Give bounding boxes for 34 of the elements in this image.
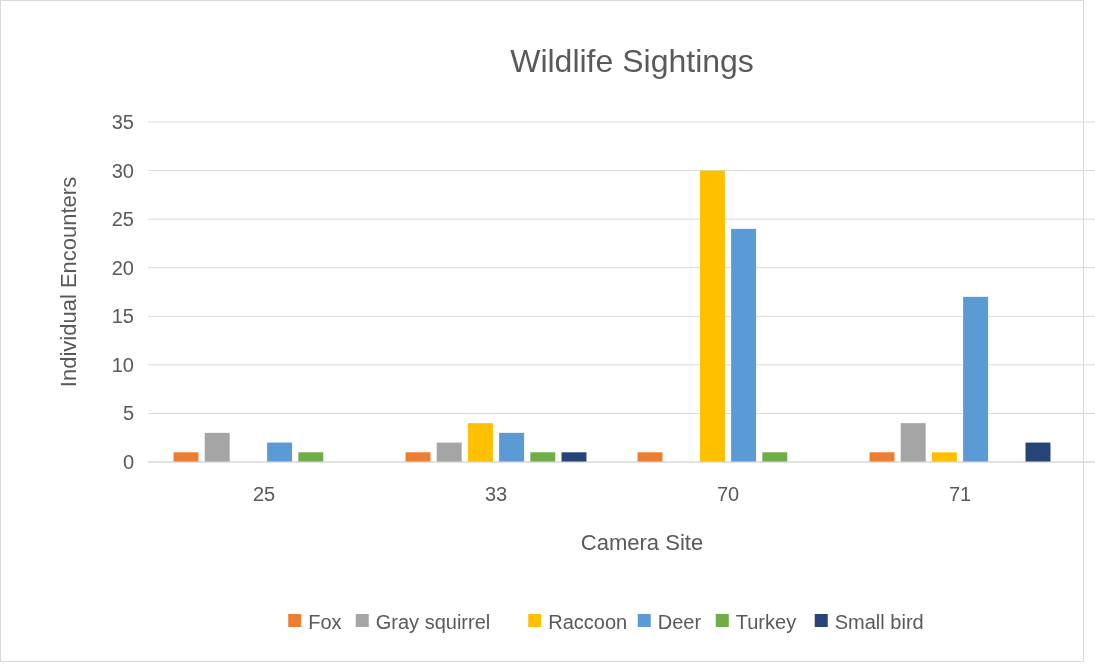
bar — [731, 228, 757, 462]
bar — [499, 432, 525, 462]
bar — [467, 423, 493, 462]
y-tick-label: 15 — [111, 305, 134, 328]
legend-label: Turkey — [735, 611, 797, 633]
legend-label: Fox — [308, 611, 342, 633]
bar — [530, 452, 556, 462]
bar — [298, 452, 324, 462]
bar — [900, 423, 926, 462]
bar — [963, 296, 989, 462]
x-tick-label: 71 — [948, 483, 972, 505]
y-tick-label: 25 — [111, 208, 134, 231]
legend-label: Raccoon — [548, 611, 628, 633]
x-tick-label: 33 — [484, 483, 508, 505]
bar — [762, 452, 788, 462]
bar — [931, 452, 957, 462]
x-axis-title: Camera Site — [580, 530, 704, 555]
y-tick-label: 20 — [111, 256, 134, 279]
chart-title: Wildlife Sightings — [510, 43, 754, 79]
y-tick-label: 35 — [111, 111, 134, 133]
legend-label: Deer — [657, 611, 702, 633]
bar — [267, 442, 293, 462]
legend-label: Gray squirrel — [375, 611, 491, 633]
bar — [699, 170, 725, 462]
y-tick-label: 0 — [122, 451, 134, 473]
y-tick-label: 10 — [111, 353, 134, 376]
y-tick-label: 5 — [122, 402, 134, 425]
bar — [204, 432, 230, 462]
y-axis-title: Individual Encounters — [56, 176, 81, 388]
bar — [436, 442, 462, 462]
x-tick-label: 70 — [716, 483, 740, 505]
legend-label: Small bird — [834, 611, 924, 633]
x-tick-label: 25 — [252, 483, 276, 505]
y-tick-label: 30 — [111, 159, 134, 182]
